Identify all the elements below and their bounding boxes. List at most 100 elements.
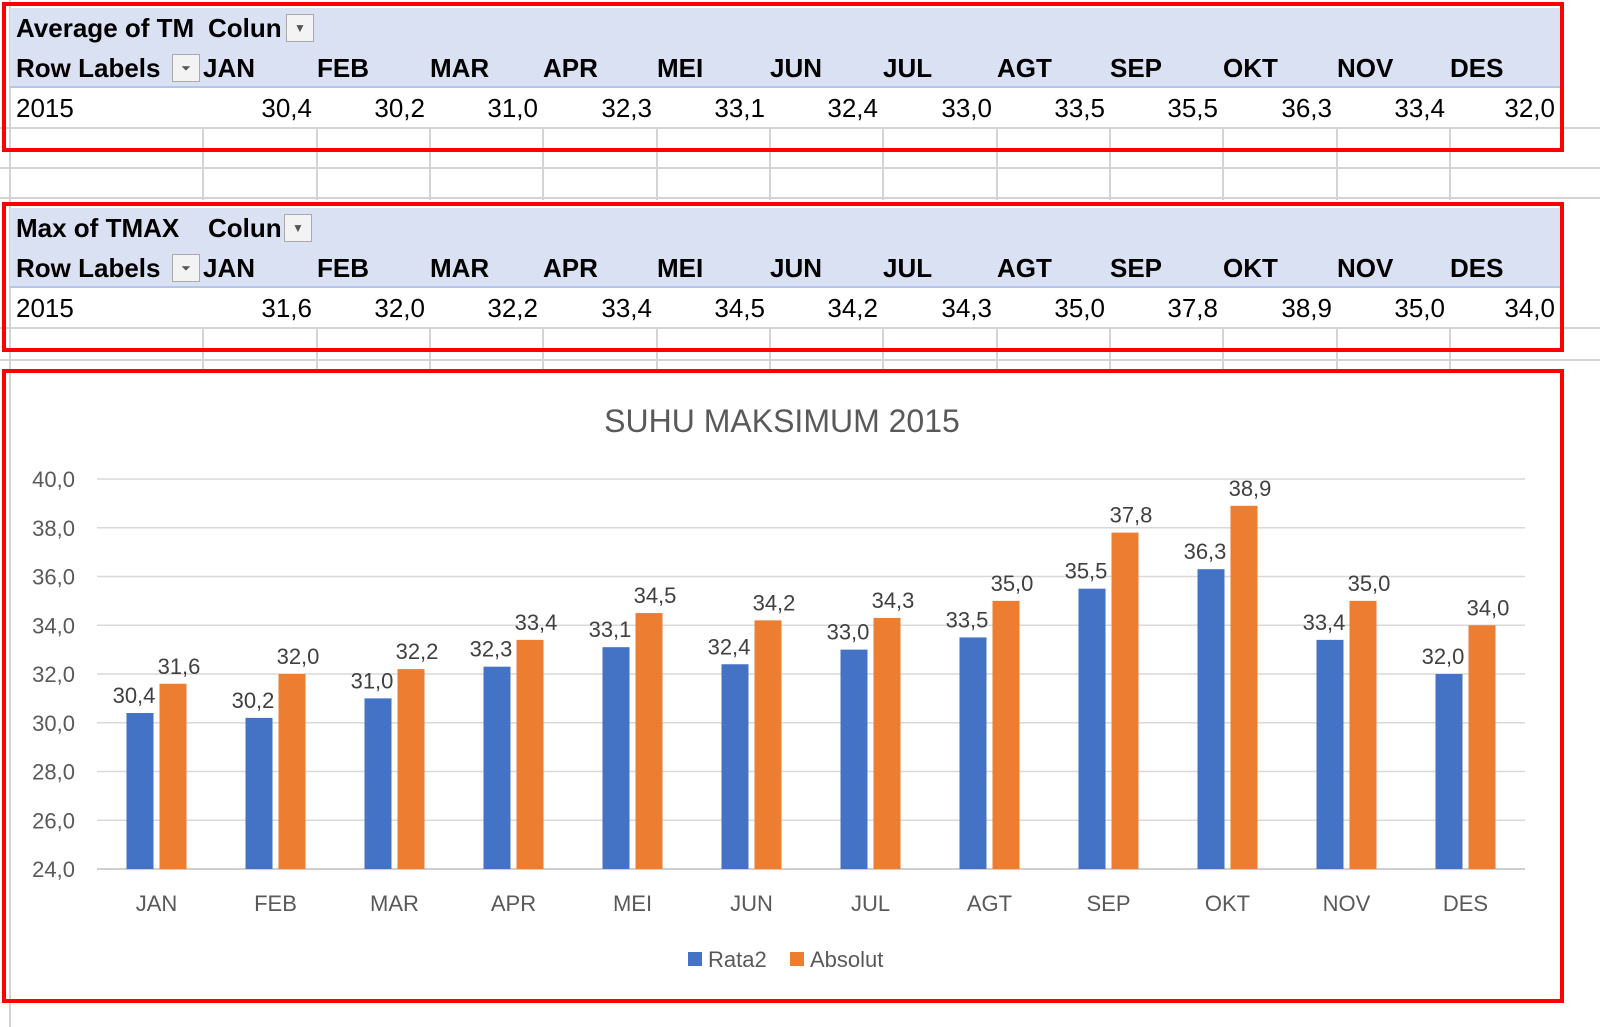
bar-absolut-agt[interactable] xyxy=(992,600,1020,869)
highlight-box-chart xyxy=(2,369,1564,1003)
bar-absolut-apr[interactable] xyxy=(516,639,544,869)
row-labels-header: Row Labels xyxy=(16,253,161,283)
bar-rata2-jun[interactable] xyxy=(721,664,749,869)
pivot-value-cell[interactable]: 32,3 xyxy=(601,93,652,123)
row-labels-filter-button[interactable]: ⏷ xyxy=(172,254,200,282)
legend-label[interactable]: Absolut xyxy=(810,947,883,972)
bar-rata2-sep[interactable] xyxy=(1078,588,1106,869)
pivot-value-cell[interactable]: 31,6 xyxy=(261,293,312,323)
x-tick-label: MEI xyxy=(613,891,652,916)
legend-swatch-absolut xyxy=(790,952,804,966)
pivot-value-field: Average of TM xyxy=(16,13,195,43)
pivot-value-cell[interactable]: 34,0 xyxy=(1504,293,1555,323)
bar-absolut-feb[interactable] xyxy=(278,674,306,869)
data-label: 34,5 xyxy=(634,583,677,608)
x-tick-label: SEP xyxy=(1086,891,1130,916)
month-header: SEP xyxy=(1110,53,1163,83)
pivot-value-cell[interactable]: 33,4 xyxy=(1394,93,1445,123)
bar-rata2-mar[interactable] xyxy=(364,698,392,869)
legend-swatch-rata2 xyxy=(688,952,702,966)
legend-label[interactable]: Rata2 xyxy=(708,947,767,972)
month-header: AGT xyxy=(997,253,1052,283)
bar-absolut-mei[interactable] xyxy=(635,613,663,869)
month-header: DES xyxy=(1450,253,1504,283)
pivot-value-cell[interactable]: 30,4 xyxy=(261,93,312,123)
data-label: 32,2 xyxy=(396,639,439,664)
pivot-value-cell[interactable]: 32,2 xyxy=(487,293,538,323)
pivot-table-average-tm: Average of TM Colun ▼ Row Labels ⏷ JAN FEB… xyxy=(10,8,1560,128)
data-label: 30,4 xyxy=(113,683,156,708)
chart-title: SUHU MAKSIMUM 2015 xyxy=(604,403,960,439)
pivot-value-cell[interactable]: 36,3 xyxy=(1281,93,1332,123)
pivot-value-cell[interactable]: 38,9 xyxy=(1281,293,1332,323)
x-tick-label: JUN xyxy=(730,891,773,916)
data-label: 35,0 xyxy=(1348,571,1391,596)
pivot-value-cell[interactable]: 34,3 xyxy=(941,293,992,323)
bar-rata2-agt[interactable] xyxy=(959,637,987,869)
bar-rata2-jan[interactable] xyxy=(126,713,154,869)
bar-rata2-jul[interactable] xyxy=(840,649,868,869)
bar-absolut-nov[interactable] xyxy=(1349,600,1377,869)
bar-rata2-feb[interactable] xyxy=(245,717,273,869)
month-header: SEP xyxy=(1110,253,1163,283)
pivot-value-cell[interactable]: 33,5 xyxy=(1054,93,1105,123)
bar-absolut-okt[interactable] xyxy=(1230,505,1258,869)
month-header: APR xyxy=(543,53,598,83)
data-label: 30,2 xyxy=(232,688,275,713)
bar-rata2-mei[interactable] xyxy=(602,647,630,869)
bar-absolut-jun[interactable] xyxy=(754,620,782,869)
data-label: 33,1 xyxy=(589,617,632,642)
pivot-value-cell[interactable]: 37,8 xyxy=(1167,293,1218,323)
row-labels-filter-button[interactable]: ⏷ xyxy=(172,54,200,82)
pivot-value-cell[interactable]: 33,1 xyxy=(714,93,765,123)
data-label: 31,0 xyxy=(351,668,394,693)
bar-absolut-jul[interactable] xyxy=(873,617,901,869)
pivot-value-cell[interactable]: 34,5 xyxy=(714,293,765,323)
y-tick-label: 30,0 xyxy=(32,711,75,736)
bar-rata2-des[interactable] xyxy=(1435,674,1463,869)
column-labels-dropdown[interactable]: ▼ xyxy=(284,214,312,242)
pivot-data-row: 2015 31,6 32,0 32,2 33,4 34,5 34,2 34,3 35,0 37,8… xyxy=(10,288,1560,328)
x-tick-label: JUL xyxy=(851,891,890,916)
month-header: FEB xyxy=(317,53,369,83)
month-header: MEI xyxy=(657,53,704,83)
y-tick-label: 26,0 xyxy=(32,808,75,833)
column-labels-dropdown[interactable]: ▼ xyxy=(286,14,314,42)
data-label: 34,3 xyxy=(872,588,915,613)
pivot-value-cell[interactable]: 32,0 xyxy=(1504,93,1555,123)
pivot-value-cell[interactable]: 30,2 xyxy=(374,93,425,123)
data-label: 34,2 xyxy=(753,590,796,615)
data-label: 33,4 xyxy=(515,610,558,635)
data-label: 33,4 xyxy=(1303,610,1346,635)
data-label: 35,5 xyxy=(1065,559,1108,584)
y-tick-label: 38,0 xyxy=(32,516,75,541)
month-header: JUL xyxy=(883,253,933,283)
pivot-header-row: Row Labels ⏷ JAN FEB MAR APR MEI JUN JUL AGT SEP O… xyxy=(10,248,1560,288)
pivot-value-cell[interactable]: 33,4 xyxy=(601,293,652,323)
bar-rata2-apr[interactable] xyxy=(483,666,511,869)
pivot-value-cell[interactable]: 35,5 xyxy=(1167,93,1218,123)
pivot-value-cell[interactable]: 35,0 xyxy=(1394,293,1445,323)
data-label: 33,5 xyxy=(946,607,989,632)
bar-absolut-jan[interactable] xyxy=(159,683,187,869)
bar-absolut-mar[interactable] xyxy=(397,669,425,869)
pivot-value-cell[interactable]: 32,4 xyxy=(827,93,878,123)
chevron-down-icon: ▼ xyxy=(292,221,304,235)
bar-rata2-nov[interactable] xyxy=(1316,639,1344,869)
month-header: DES xyxy=(1450,53,1504,83)
bar-absolut-sep[interactable] xyxy=(1111,532,1139,869)
pivot-value-cell[interactable]: 35,0 xyxy=(1054,293,1105,323)
row-label-year: 2015 xyxy=(16,93,74,123)
bar-rata2-okt[interactable] xyxy=(1197,569,1225,869)
bar-absolut-des[interactable] xyxy=(1468,625,1496,869)
data-label: 37,8 xyxy=(1110,503,1153,528)
data-label: 36,3 xyxy=(1184,539,1227,564)
pivot-value-cell[interactable]: 32,0 xyxy=(374,293,425,323)
pivot-value-cell[interactable]: 34,2 xyxy=(827,293,878,323)
month-header: JAN xyxy=(203,53,256,83)
pivot-value-cell[interactable]: 31,0 xyxy=(487,93,538,123)
pivot-value-cell[interactable]: 33,0 xyxy=(941,93,992,123)
pivot-value-field: Max of TMAX xyxy=(16,213,180,243)
highlight-box-pivot2 xyxy=(2,202,1564,352)
